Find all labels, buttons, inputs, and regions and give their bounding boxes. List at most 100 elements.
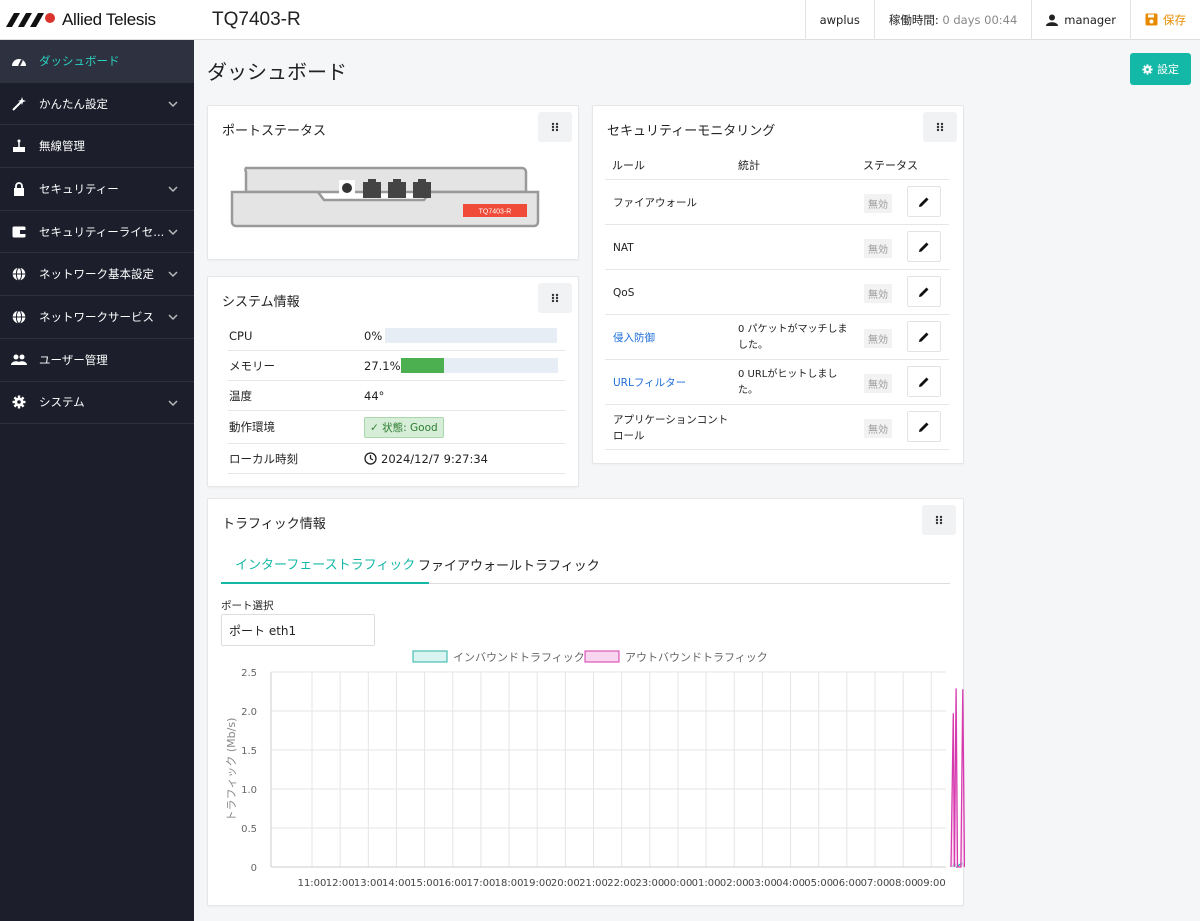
settings-button[interactable]: 設定 <box>1130 53 1191 85</box>
uptime: 稼働時間: 0 days 00:44 <box>873 0 1031 40</box>
sidebar-item-system[interactable]: システム <box>0 382 194 425</box>
table-row: URLフィルター 0 URLがヒットしました。 無効 <box>605 360 949 405</box>
table-row: NAT 無効 <box>605 225 949 270</box>
rule-name: NAT <box>613 241 634 254</box>
clock-icon <box>364 452 377 465</box>
globe-icon <box>11 266 27 282</box>
system-row-local-time: ローカル時刻 2024/12/7 9:27:34 <box>228 444 565 474</box>
sidebar-item-easy-setup[interactable]: かんたん設定 <box>0 83 194 126</box>
rule-stat <box>738 270 856 315</box>
edit-button[interactable] <box>907 411 941 442</box>
drag-handle-icon[interactable] <box>538 283 572 313</box>
chevron-down-icon <box>168 314 178 321</box>
rule-name: ファイアウォール <box>613 196 697 209</box>
x-tick-label: 23:00 <box>635 878 664 889</box>
rule-name-link[interactable]: URLフィルター <box>613 376 687 389</box>
system-info-card: システム情報 CPU 0% メモリー 27.1% 温度 44° 動作環境 ✓ 状… <box>207 276 579 487</box>
sidebar: ダッシュボード かんたん設定 無線管理 セキュリティー セキュリティーライセ..… <box>0 40 194 921</box>
port-select-label: ポート選択 <box>221 600 274 612</box>
rule-stat <box>738 405 856 450</box>
allied-telesis-logo-icon <box>6 12 55 27</box>
status-badge: 無効 <box>864 284 892 303</box>
brand-logo[interactable]: Allied Telesis <box>0 0 194 40</box>
port-select[interactable]: ポート eth1 <box>221 614 375 646</box>
tab-firewall-traffic[interactable]: ファイアウォールトラフィック <box>418 558 600 574</box>
tab-interface-traffic[interactable]: インターフェーストラフィック <box>221 544 430 584</box>
user-menu[interactable]: manager <box>1031 0 1130 40</box>
users-icon <box>11 352 27 368</box>
sidebar-item-label: ネットワークサービス <box>39 309 154 324</box>
sidebar-item-security-license[interactable]: セキュリティーライセ... <box>0 211 194 254</box>
x-tick-label: 19:00 <box>523 878 552 889</box>
legend-label: アウトバウンドトラフィック <box>625 651 768 664</box>
sidebar-item-label: セキュリティー <box>39 181 119 196</box>
y-tick-label: 2.5 <box>241 668 257 679</box>
drag-handle-icon[interactable] <box>922 505 956 535</box>
ethernet-port-icon <box>363 179 381 198</box>
sidebar-item-security[interactable]: セキュリティー <box>0 168 194 211</box>
y-axis-label: トラフィック (Mb/s) <box>225 718 238 822</box>
device-model-label: TQ7403-R <box>479 209 512 216</box>
product-name: TQ7403-R <box>212 8 301 30</box>
globe-icon <box>11 309 27 325</box>
memory-progress-fill <box>401 358 444 373</box>
save-button[interactable]: 保存 <box>1130 0 1200 40</box>
rule-stat: 0 URLがヒットしました。 <box>738 368 838 396</box>
chevron-down-icon <box>168 229 178 235</box>
legend-swatch <box>412 650 448 663</box>
card-title: トラフィック情報 <box>222 517 326 532</box>
card-title: セキュリティーモニタリング <box>607 124 776 139</box>
column-header: ステータス <box>863 159 918 172</box>
edit-button[interactable] <box>907 366 941 397</box>
sidebar-item-network-services[interactable]: ネットワークサービス <box>0 296 194 339</box>
rule-stat <box>738 180 856 225</box>
status-badge: 無効 <box>864 329 892 348</box>
gear-icon <box>1142 63 1153 75</box>
pencil-icon <box>919 332 929 342</box>
cpu-progress-bar <box>385 328 557 343</box>
table-row: 侵入防御 0 パケットがマッチしました。 無効 <box>605 315 949 360</box>
x-tick-label: 18:00 <box>495 878 524 889</box>
system-row-memory: メモリー 27.1% <box>228 351 565 381</box>
pencil-icon <box>919 197 929 207</box>
sidebar-item-dashboard[interactable]: ダッシュボード <box>0 40 194 83</box>
rule-stat <box>738 225 856 270</box>
status-badge: 無効 <box>864 419 892 438</box>
gear-icon <box>11 394 27 410</box>
rule-name: アプリケーションコントロール <box>613 413 729 442</box>
x-tick-label: 20:00 <box>551 878 580 889</box>
top-bar: Allied Telesis TQ7403-R awplus 稼働時間: 0 d… <box>0 0 1200 40</box>
y-tick-label: 0.5 <box>241 824 257 835</box>
chevron-down-icon <box>168 186 178 193</box>
drag-handle-icon[interactable] <box>538 112 572 142</box>
sidebar-item-label: ユーザー管理 <box>39 352 108 367</box>
chevron-down-icon <box>168 271 178 278</box>
x-tick-label: 14:00 <box>382 878 411 889</box>
sidebar-item-label: ネットワーク基本設定 <box>39 267 154 282</box>
series-line <box>950 688 965 868</box>
card-title: システム情報 <box>222 295 300 310</box>
sidebar-item-label: ダッシュボード <box>39 53 120 68</box>
sidebar-item-label: かんたん設定 <box>39 96 108 111</box>
rule-name: QoS <box>613 286 635 299</box>
sidebar-item-label: セキュリティーライセ... <box>39 224 165 239</box>
sidebar-item-wireless[interactable]: 無線管理 <box>0 125 194 169</box>
x-tick-label: 13:00 <box>354 878 383 889</box>
rule-stat: 0 パケットがマッチしました。 <box>738 323 848 351</box>
sidebar-item-network-basic[interactable]: ネットワーク基本設定 <box>0 253 194 297</box>
main-content: ダッシュボード 設定 ポートステータス TQ7403-R システム情報 CPU <box>194 40 1200 921</box>
x-tick-label: 09:00 <box>917 878 946 889</box>
pencil-icon <box>919 422 929 432</box>
row-value: 27.1% <box>364 358 401 373</box>
wizard-icon <box>11 96 27 112</box>
edit-button[interactable] <box>907 321 941 352</box>
sidebar-item-user-management[interactable]: ユーザー管理 <box>0 339 194 382</box>
page-title: ダッシュボード <box>207 60 347 84</box>
drag-handle-icon[interactable] <box>923 112 957 142</box>
edit-button[interactable] <box>907 231 941 262</box>
ethernet-port-icon <box>388 179 406 198</box>
edit-button[interactable] <box>907 276 941 307</box>
rule-name-link[interactable]: 侵入防御 <box>613 331 655 344</box>
edit-button[interactable] <box>907 186 941 217</box>
ethernet-port-icon <box>413 179 431 198</box>
